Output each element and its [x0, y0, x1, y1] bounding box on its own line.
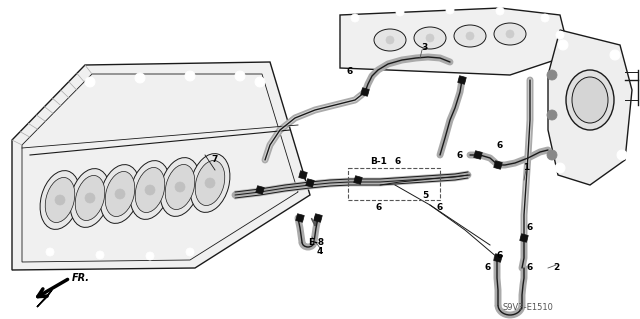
Polygon shape: [458, 76, 467, 84]
Text: 2: 2: [553, 263, 559, 272]
Ellipse shape: [135, 167, 164, 212]
Polygon shape: [340, 8, 570, 75]
Circle shape: [396, 8, 404, 16]
Circle shape: [85, 193, 95, 203]
Text: 6: 6: [376, 203, 382, 211]
Ellipse shape: [374, 29, 406, 51]
Ellipse shape: [454, 25, 486, 47]
Polygon shape: [256, 186, 264, 194]
Text: 3: 3: [422, 43, 428, 53]
Polygon shape: [361, 88, 369, 96]
Text: B-1: B-1: [370, 157, 387, 166]
Polygon shape: [12, 62, 310, 270]
Text: 6: 6: [497, 250, 503, 259]
Text: 6: 6: [527, 224, 533, 233]
Text: 5: 5: [422, 190, 428, 199]
Polygon shape: [520, 234, 528, 242]
Ellipse shape: [105, 172, 135, 217]
Text: 6: 6: [395, 158, 401, 167]
Text: 6: 6: [497, 140, 503, 150]
Circle shape: [185, 71, 195, 81]
Ellipse shape: [70, 169, 110, 227]
Ellipse shape: [45, 177, 75, 223]
Ellipse shape: [130, 160, 170, 219]
Circle shape: [386, 36, 394, 44]
Ellipse shape: [572, 77, 608, 123]
Polygon shape: [306, 179, 314, 187]
Ellipse shape: [160, 158, 200, 216]
Text: 6: 6: [457, 151, 463, 160]
Polygon shape: [548, 30, 632, 185]
Ellipse shape: [190, 154, 230, 212]
Circle shape: [115, 189, 125, 199]
Text: 6: 6: [485, 263, 491, 272]
Circle shape: [85, 77, 95, 87]
Ellipse shape: [100, 165, 140, 223]
Polygon shape: [354, 176, 362, 184]
Ellipse shape: [414, 27, 446, 49]
Polygon shape: [493, 161, 502, 169]
Circle shape: [466, 32, 474, 40]
Circle shape: [96, 251, 104, 259]
Circle shape: [555, 163, 565, 173]
Circle shape: [541, 14, 549, 22]
Circle shape: [255, 77, 265, 87]
Circle shape: [175, 182, 185, 192]
Circle shape: [617, 150, 627, 160]
Circle shape: [547, 70, 557, 80]
Polygon shape: [474, 151, 483, 159]
Polygon shape: [493, 254, 502, 262]
Text: E-8: E-8: [308, 238, 324, 247]
Polygon shape: [296, 214, 304, 222]
Text: FR.: FR.: [72, 273, 90, 283]
Circle shape: [46, 248, 54, 256]
Circle shape: [205, 178, 215, 188]
Ellipse shape: [195, 160, 225, 205]
Text: 6: 6: [527, 263, 533, 272]
Circle shape: [186, 248, 194, 256]
Circle shape: [556, 31, 564, 39]
Circle shape: [506, 30, 514, 38]
Ellipse shape: [76, 175, 105, 220]
Circle shape: [146, 252, 154, 260]
Circle shape: [547, 110, 557, 120]
Ellipse shape: [566, 70, 614, 130]
Text: S9V3-E1510: S9V3-E1510: [502, 303, 554, 313]
Circle shape: [610, 50, 620, 60]
Circle shape: [235, 71, 245, 81]
Text: 6: 6: [437, 203, 443, 211]
Circle shape: [547, 150, 557, 160]
Ellipse shape: [494, 23, 526, 45]
Polygon shape: [37, 290, 52, 307]
Ellipse shape: [165, 165, 195, 210]
Circle shape: [145, 185, 155, 195]
Text: 1: 1: [523, 164, 529, 173]
Ellipse shape: [40, 171, 80, 229]
Circle shape: [135, 73, 145, 83]
Circle shape: [55, 195, 65, 205]
Polygon shape: [314, 214, 323, 222]
Circle shape: [558, 40, 568, 50]
Text: 4: 4: [317, 248, 323, 256]
Circle shape: [426, 34, 434, 42]
Circle shape: [446, 6, 454, 14]
Text: 7: 7: [212, 155, 218, 165]
Bar: [348, 168, 440, 200]
Circle shape: [496, 7, 504, 15]
Text: 6: 6: [347, 68, 353, 77]
Polygon shape: [299, 171, 307, 179]
Circle shape: [351, 14, 359, 22]
